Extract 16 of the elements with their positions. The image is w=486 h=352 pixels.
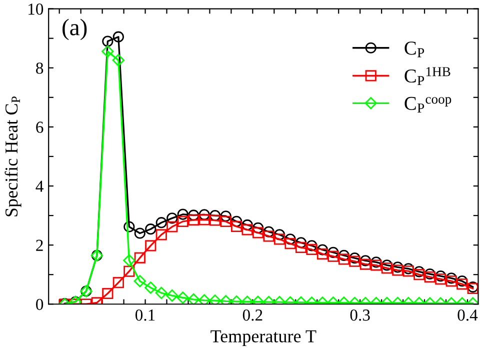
x-tick-label: 0.4: [458, 309, 478, 321]
x-tick-label: 0.3: [350, 309, 370, 321]
y-tick-label: 10: [28, 4, 44, 15]
y-tick-label: 6: [36, 122, 44, 133]
legend-label: C$_{P}$$^{coop}$: [404, 96, 452, 112]
y-tick-label: 4: [36, 180, 44, 192]
y-tick-label: 8: [36, 62, 44, 74]
y-tick-label: 0: [36, 298, 44, 310]
y-axis-title: Specific Heat C$_{P}$: [4, 96, 22, 216]
legend-label: C$_{P}$: [404, 42, 424, 58]
x-tick-label: 0.2: [242, 309, 262, 321]
legend-label: C$_{P}$$^{1HB}$: [404, 67, 450, 86]
x-tick-label: 0.1: [135, 309, 155, 321]
x-axis-title: Temperature T: [210, 330, 316, 346]
y-tick-label: 2: [36, 240, 43, 251]
annotation: (a): [62, 18, 87, 40]
